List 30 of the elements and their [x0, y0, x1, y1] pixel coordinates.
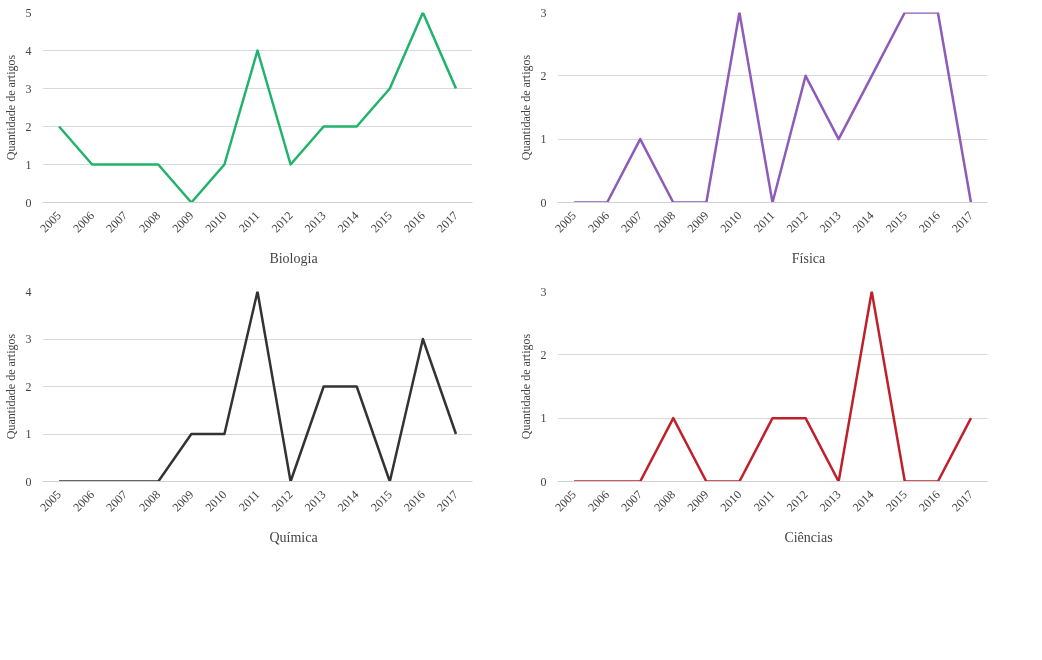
y-tick-label: 5: [25, 5, 32, 20]
y-tick-label: 1: [540, 132, 547, 147]
text: Química: [269, 530, 318, 546]
line-series: [572, 12, 973, 203]
y-tick-label: 1: [25, 157, 32, 172]
y-tick-label: 3: [25, 81, 32, 96]
y-tick-label: 0: [25, 195, 32, 210]
text: Biologia: [269, 251, 318, 267]
y-axis-title: Quantidade de artigos: [3, 54, 18, 161]
line-series: [57, 12, 458, 203]
y-axis-title: Quantidade de artigos: [3, 333, 18, 440]
y-tick-label: 2: [25, 379, 32, 394]
y-tick-label: 0: [540, 195, 547, 210]
y-tick-label: 0: [540, 474, 547, 489]
y-tick-label: 1: [540, 411, 547, 426]
y-tick-label: 2: [540, 347, 547, 362]
y-tick-label: 1: [25, 427, 32, 441]
y-tick-label: 3: [25, 332, 32, 346]
y-tick-label: 3: [540, 284, 547, 299]
y-axis-title: Quantidade de artigos: [518, 333, 533, 440]
y-tick-label: 2: [25, 119, 32, 134]
y-tick-label: 4: [25, 284, 32, 299]
line-series: [57, 291, 458, 482]
y-tick-label: 4: [25, 43, 32, 58]
y-axis-title: Quantidade de artigos: [518, 54, 533, 161]
text: Ciências: [784, 530, 833, 546]
y-tick-label: 0: [25, 474, 32, 489]
y-tick-label: 2: [540, 68, 547, 83]
y-tick-label: 3: [540, 5, 547, 20]
text: Física: [791, 251, 826, 267]
